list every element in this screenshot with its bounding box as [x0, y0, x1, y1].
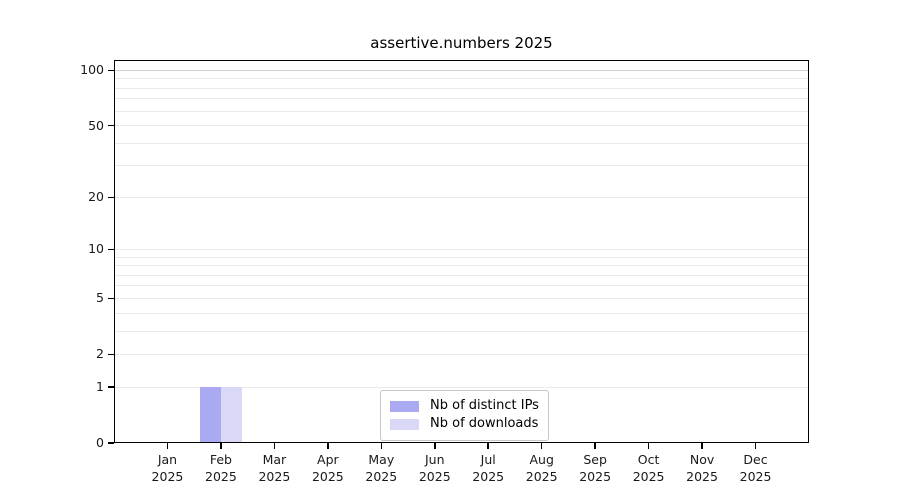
- y-tick-label-20: 20: [88, 189, 104, 205]
- legend-entry-nb-of-distinct-ips: Nb of distinct IPs: [390, 398, 539, 414]
- x-tick-mark-jun: [434, 443, 436, 449]
- x-tick-mark-oct: [647, 443, 650, 449]
- y-gridline-30: [114, 165, 809, 167]
- y-tick-mark-5: [108, 297, 114, 300]
- y-tick-mark-50: [108, 124, 114, 127]
- x-tick-mark-aug: [540, 443, 543, 449]
- legend: Nb of distinct IPs Nb of downloads: [380, 390, 549, 441]
- y-gridline-5: [114, 297, 809, 299]
- legend-label: Nb of distinct IPs: [430, 398, 539, 413]
- y-gridline-60: [114, 110, 809, 112]
- y-tick-label-5: 5: [96, 290, 104, 306]
- y-tick-mark-2: [108, 353, 114, 356]
- y-gridline-9: [114, 256, 809, 258]
- chart-title: assertive.numbers 2025: [370, 34, 553, 52]
- x-tick-label-dec: Dec 2025: [739, 452, 772, 484]
- x-tick-mark-jan: [166, 443, 169, 449]
- bar-nb-of-downloads-feb: [220, 387, 243, 443]
- y-tick-mark-10: [108, 248, 114, 251]
- x-tick-label-feb: Feb 2025: [205, 452, 237, 484]
- x-tick-mark-nov: [701, 443, 703, 449]
- x-tick-label-aug: Aug 2025: [525, 452, 558, 484]
- x-tick-mark-apr: [327, 443, 329, 449]
- x-tick-mark-feb: [220, 443, 222, 449]
- y-gridline-3: [114, 330, 809, 332]
- x-tick-label-jun: Jun 2025: [418, 452, 451, 484]
- x-tick-label-mar: Mar 2025: [258, 452, 291, 484]
- x-tick-mark-jul: [487, 443, 489, 449]
- x-tick-mark-sep: [594, 443, 596, 449]
- y-tick-mark-0: [108, 442, 114, 444]
- y-gridline-80: [114, 87, 809, 89]
- x-tick-mark-mar: [273, 443, 276, 449]
- y-gridline-6: [114, 285, 809, 287]
- legend-swatch-icon: [390, 400, 419, 412]
- y-gridline-50: [114, 125, 809, 127]
- legend-label: Nb of downloads: [430, 416, 539, 431]
- x-tick-label-nov: Nov 2025: [686, 452, 718, 484]
- x-tick-label-oct: Oct 2025: [632, 452, 665, 484]
- y-tick-label-1: 1: [96, 379, 104, 395]
- x-tick-label-sep: Sep 2025: [579, 452, 612, 484]
- bar-nb-of-distinct-ips-feb: [199, 387, 221, 443]
- y-tick-label-100: 100: [80, 62, 104, 78]
- y-gridline-20: [114, 196, 809, 198]
- y-gridline-90: [114, 78, 809, 80]
- y-gridline-10: [114, 248, 809, 250]
- legend-entry-nb-of-downloads: Nb of downloads: [390, 416, 539, 432]
- y-gridline-1: [114, 386, 809, 388]
- y-gridline-2: [114, 353, 809, 355]
- x-tick-label-jul: Jul 2025: [472, 452, 505, 484]
- y-tick-mark-100: [108, 69, 114, 72]
- plot-area: [114, 60, 809, 443]
- y-tick-label-0: 0: [96, 435, 104, 450]
- x-tick-mark-dec: [754, 443, 757, 449]
- y-tick-label-10: 10: [88, 241, 104, 257]
- y-tick-mark-1: [108, 386, 114, 388]
- y-tick-mark-20: [108, 196, 114, 198]
- y-gridline-7: [114, 274, 809, 276]
- x-tick-label-apr: Apr 2025: [311, 452, 344, 484]
- y-gridline-70: [114, 98, 809, 100]
- y-tick-label-50: 50: [88, 117, 104, 133]
- y-gridline-40: [114, 142, 809, 144]
- x-tick-label-may: May 2025: [365, 452, 398, 484]
- legend-swatch-icon: [390, 418, 419, 430]
- x-tick-label-jan: Jan 2025: [151, 452, 184, 484]
- x-tick-mark-may: [380, 443, 383, 449]
- y-gridline-4: [114, 312, 809, 314]
- y-tick-label-2: 2: [96, 346, 104, 362]
- y-gridline-8: [114, 265, 809, 267]
- y-gridline-100: [114, 69, 809, 71]
